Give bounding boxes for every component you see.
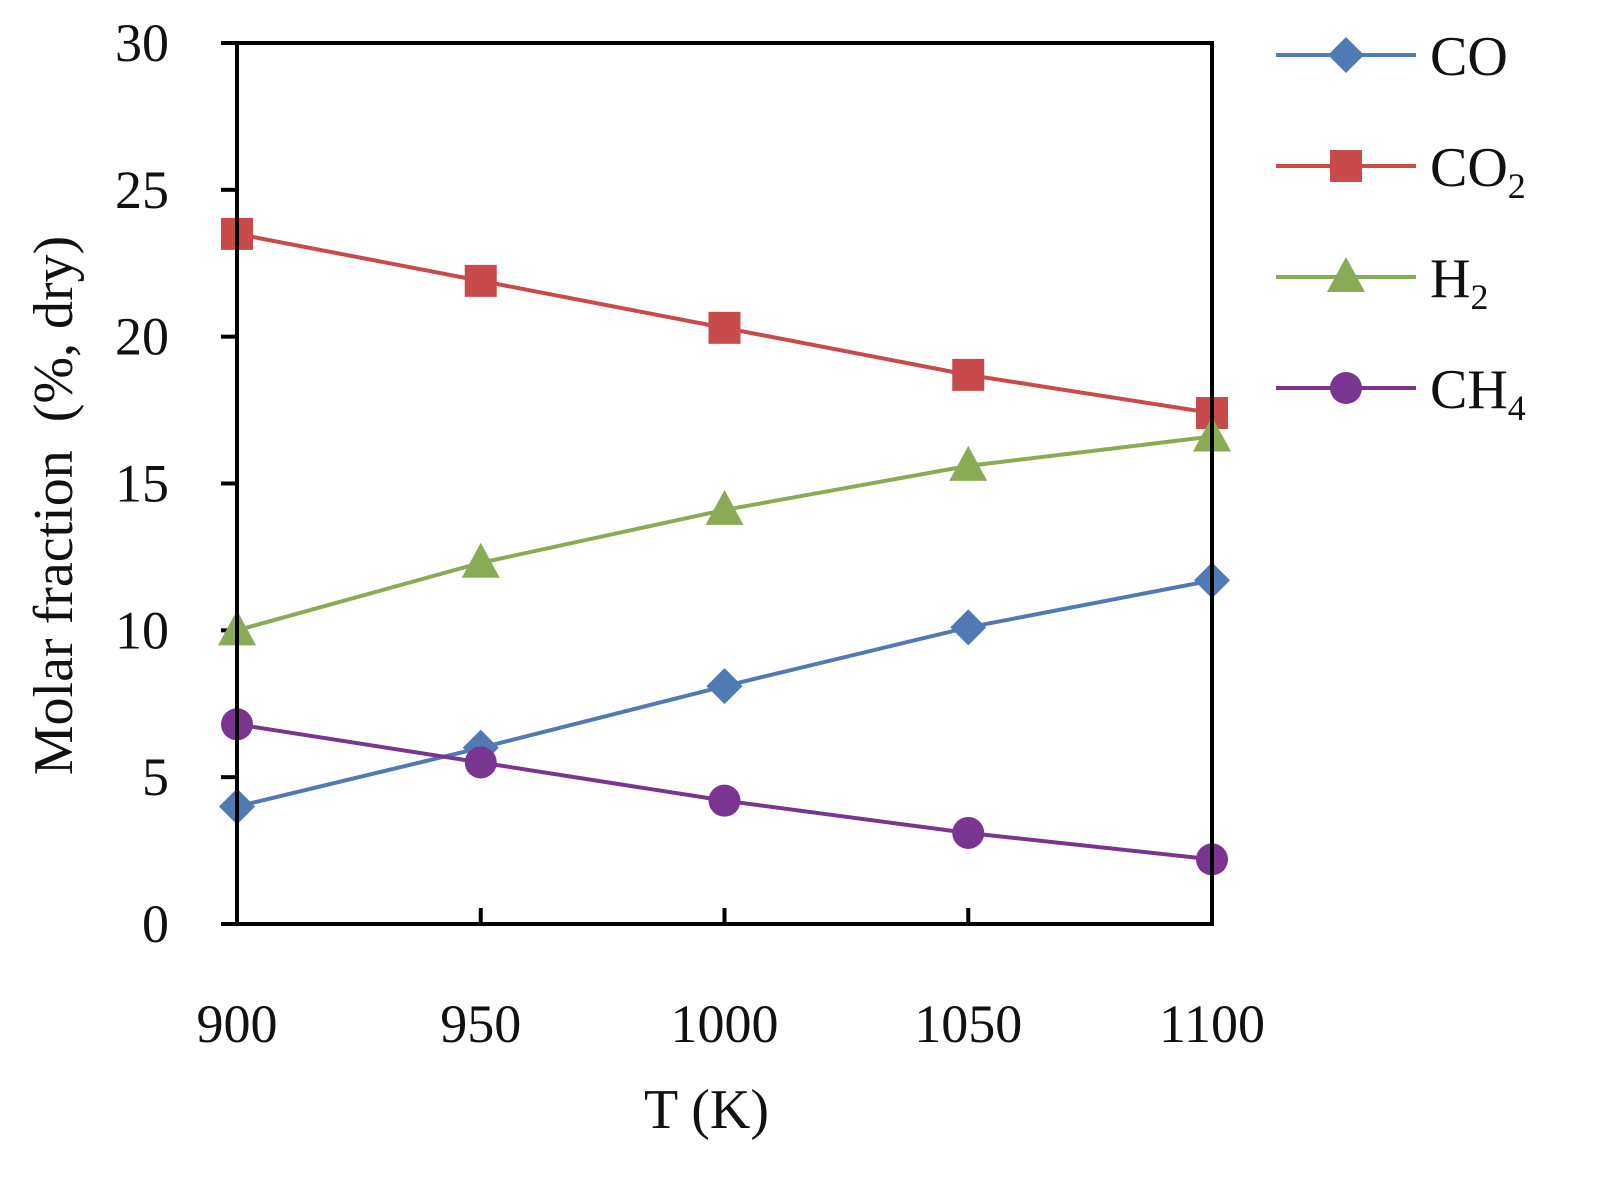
legend-label: CO2 xyxy=(1430,137,1526,206)
series-co xyxy=(219,562,1230,825)
data-point-co2 xyxy=(464,264,497,297)
data-point-ch4 xyxy=(464,746,497,779)
legend-marker xyxy=(1330,150,1362,182)
x-tick-label: 1050 xyxy=(914,994,1022,1054)
data-point-co2 xyxy=(708,311,741,344)
series-ch4 xyxy=(221,708,1228,876)
x-tick-label: 900 xyxy=(197,994,278,1054)
x-axis-ticks: 900 950 1000 1050 1100 xyxy=(197,908,1265,1054)
data-point-ch4 xyxy=(952,816,985,849)
y-axis-ticks: 0 5 10 15 20 25 30 xyxy=(115,13,237,954)
x-tick-label: 1100 xyxy=(1159,994,1265,1054)
data-point-co2 xyxy=(952,358,985,391)
y-tick-label: 20 xyxy=(115,307,169,367)
data-point-ch4 xyxy=(708,784,741,817)
data-point-h2 xyxy=(461,542,500,578)
legend-item-co: CO xyxy=(1276,26,1508,88)
data-point-h2 xyxy=(705,489,744,525)
legend-item-h2: H2 xyxy=(1276,248,1488,317)
plot-frame xyxy=(235,41,1214,926)
legend-item-ch4: CH4 xyxy=(1276,359,1526,428)
y-tick-label: 5 xyxy=(142,747,169,807)
y-tick-label: 0 xyxy=(142,894,169,954)
y-tick-label: 30 xyxy=(115,13,169,73)
data-point-h2 xyxy=(949,445,988,481)
series-h2 xyxy=(218,416,1231,646)
legend: CO CO2 H2 CH4 xyxy=(1276,26,1526,428)
x-tick-label: 950 xyxy=(440,994,521,1054)
y-axis-title: Molar fraction (%, dry) xyxy=(23,236,85,776)
legend-item-co2: CO2 xyxy=(1276,137,1526,206)
legend-label: CH4 xyxy=(1430,359,1526,428)
legend-marker xyxy=(1330,372,1362,404)
y-tick-label: 15 xyxy=(115,454,169,514)
series-line-h2 xyxy=(236,434,1213,633)
series-layer xyxy=(218,217,1231,876)
y-tick-label: 10 xyxy=(115,600,169,660)
legend-label: H2 xyxy=(1430,248,1488,317)
data-point-co xyxy=(950,609,987,646)
x-axis-title: T (K) xyxy=(644,1079,769,1141)
data-point-co xyxy=(706,668,743,705)
x-tick-label: 1000 xyxy=(671,994,779,1054)
y-tick-label: 25 xyxy=(115,160,169,220)
series-co2 xyxy=(221,217,1228,430)
legend-label: CO xyxy=(1430,26,1508,88)
legend-marker xyxy=(1327,257,1365,292)
legend-marker xyxy=(1328,37,1364,73)
